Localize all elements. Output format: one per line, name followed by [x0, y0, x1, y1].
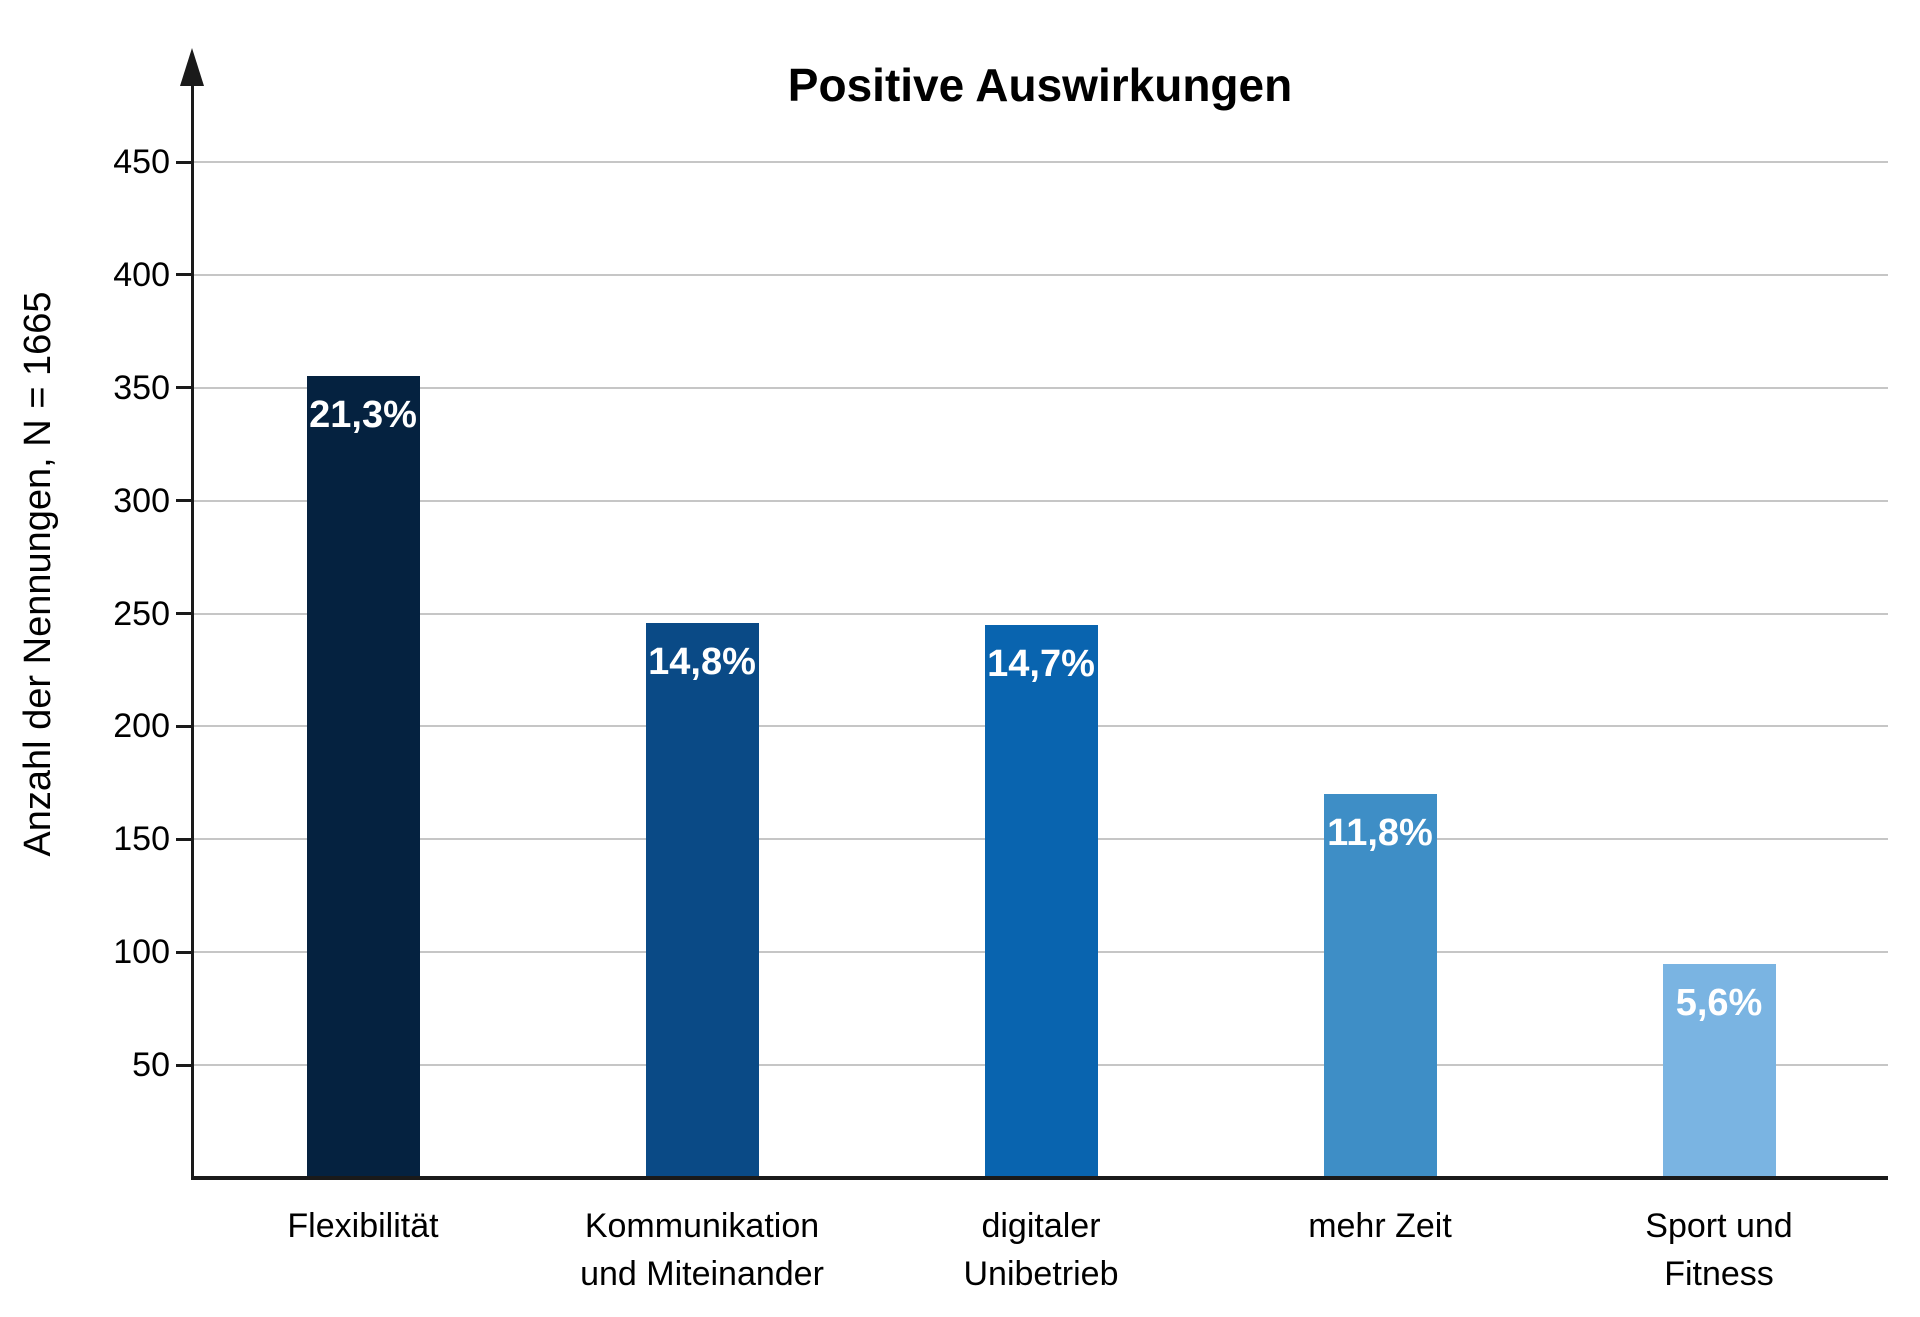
y-tick-label: 350 [113, 368, 170, 407]
y-axis [190, 78, 194, 1180]
gridline-300 [192, 499, 1888, 502]
category-label-line: Fitness [1664, 1255, 1774, 1293]
category-label-line: und Miteinander [580, 1255, 824, 1293]
y-axis-arrow-icon [180, 48, 204, 86]
category-label-line: Kommunikation [584, 1207, 820, 1245]
category-label-line: Unibetrieb [963, 1255, 1119, 1293]
bar-4: 11,8% [1323, 794, 1437, 1178]
y-tick-450 [176, 160, 192, 164]
y-tick-label: 200 [113, 707, 170, 746]
y-axis-label: Anzahl der Nennungen, N = 1665 [17, 291, 59, 857]
bar-1: 21,3% [306, 376, 420, 1178]
category-label-5: Sport und Fitness [1550, 1202, 1889, 1298]
gridline-250 [192, 612, 1888, 615]
bar-value-label: 14,8% [648, 641, 756, 683]
category-label-2: Kommunikation und Miteinander [533, 1202, 872, 1298]
y-tick-label: 100 [113, 933, 170, 972]
category-label-line: Flexibilität [287, 1207, 439, 1245]
category-label-line: mehr Zeit [1308, 1207, 1452, 1245]
gridline-350 [192, 386, 1888, 389]
bar-3: 14,7% [984, 625, 1098, 1178]
chart-title: Positive Auswirkungen [787, 59, 1293, 111]
category-label-line: Sport und [1645, 1207, 1793, 1245]
y-tick-250 [176, 612, 192, 616]
y-tick-350 [176, 386, 192, 390]
gridline-450 [192, 161, 1888, 163]
category-label-line: digitaler [981, 1207, 1101, 1245]
bar-5: 5,6% [1662, 964, 1776, 1178]
y-tick-label: 150 [113, 820, 170, 859]
y-tick-100 [176, 950, 192, 954]
y-tick-label: 50 [132, 1046, 170, 1085]
y-tick-400 [176, 273, 192, 277]
y-tick-label: 450 [113, 143, 170, 181]
category-label-3: digitaler Unibetrieb [872, 1202, 1211, 1298]
y-tick-label: 250 [113, 594, 170, 633]
bar-value-label: 21,3% [309, 394, 417, 436]
bar-value-label: 11,8% [1327, 812, 1433, 854]
x-axis [190, 1176, 1888, 1180]
bar-2: 14,8% [645, 623, 759, 1178]
category-label-4: mehr Zeit [1211, 1202, 1550, 1250]
y-tick-150 [176, 837, 192, 841]
y-tick-300 [176, 499, 192, 503]
y-tick-200 [176, 724, 192, 728]
bar-value-label: 5,6% [1675, 982, 1763, 1024]
bar-value-label: 14,7% [987, 643, 1095, 685]
category-label-1: Flexibilität [194, 1202, 533, 1250]
y-tick-label: 300 [113, 481, 170, 520]
y-tick-50 [176, 1063, 192, 1067]
y-tick-label: 400 [113, 255, 170, 294]
gridline-400 [192, 273, 1888, 276]
